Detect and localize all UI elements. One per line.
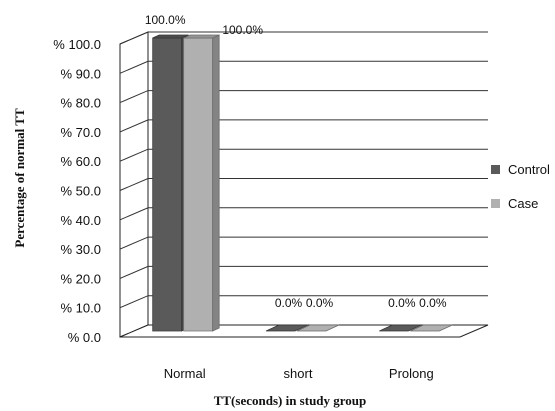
gridline: [119, 31, 488, 45]
bar-case-normal: [183, 34, 220, 332]
data-label: 0.0%: [388, 296, 416, 310]
gridline: [119, 119, 488, 133]
x-category-label: Normal: [164, 366, 206, 381]
legend-swatch: [491, 165, 500, 174]
data-label: 100.0%: [145, 13, 186, 27]
legend-item-control: Control: [491, 162, 550, 177]
y-tick-label: % 90.0: [61, 66, 101, 81]
bar-control-short: [265, 324, 309, 332]
y-tick-label: % 40.0: [61, 213, 101, 228]
y-tick-label: % 20.0: [61, 271, 101, 286]
y-tick-label: % 50.0: [61, 184, 101, 199]
y-tick-label: % 70.0: [61, 125, 101, 140]
legend-swatch: [491, 199, 500, 208]
x-axis-title: TT(seconds) in study group: [214, 393, 367, 408]
data-labels: 100.0%100.0%0.0% 0.0% 0.0% 0.0%: [145, 13, 447, 310]
gridlines: [119, 31, 488, 309]
legend-item-case: Case: [491, 196, 538, 211]
gridline: [119, 60, 488, 74]
bars: [152, 34, 453, 332]
bar-control-prolong: [379, 324, 422, 332]
data-label: 0.0%: [419, 296, 447, 310]
gridline: [119, 207, 488, 221]
y-tick-label: % 30.0: [61, 242, 101, 257]
y-tick-label: % 0.0: [68, 330, 101, 345]
y-axis-title: Percentage of normal TT: [12, 108, 27, 248]
y-tick-label: % 100.0: [53, 37, 101, 52]
y-tick-label: % 10.0: [61, 301, 101, 316]
y-tick-label: % 60.0: [61, 154, 101, 169]
legend-label: Case: [508, 196, 538, 211]
bar-case-prolong: [410, 324, 453, 332]
legend: Control Case: [491, 162, 550, 211]
y-axis-ticks: % 0.0 % 10.0 % 20.0 % 30.0 % 40.0 % 50.0 % 60.…: [53, 37, 101, 345]
gridline: [119, 178, 488, 191]
gridline: [119, 90, 488, 104]
legend-label: Control: [508, 162, 550, 177]
bar-case-short: [296, 324, 340, 332]
gridline: [119, 148, 488, 162]
gridline: [119, 295, 488, 309]
bar-control-normal: [152, 34, 189, 332]
x-category-label: Prolong: [389, 366, 434, 381]
gridline: [119, 236, 488, 250]
y-tick-label: % 80.0: [61, 96, 101, 111]
data-label: 100.0%: [222, 23, 263, 37]
x-category-label: short: [284, 366, 313, 381]
gridline: [119, 265, 488, 279]
x-axis-categories: Normal short Prolong: [164, 366, 434, 381]
data-label: 0.0%: [275, 296, 303, 310]
data-label: 0.0%: [306, 296, 334, 310]
